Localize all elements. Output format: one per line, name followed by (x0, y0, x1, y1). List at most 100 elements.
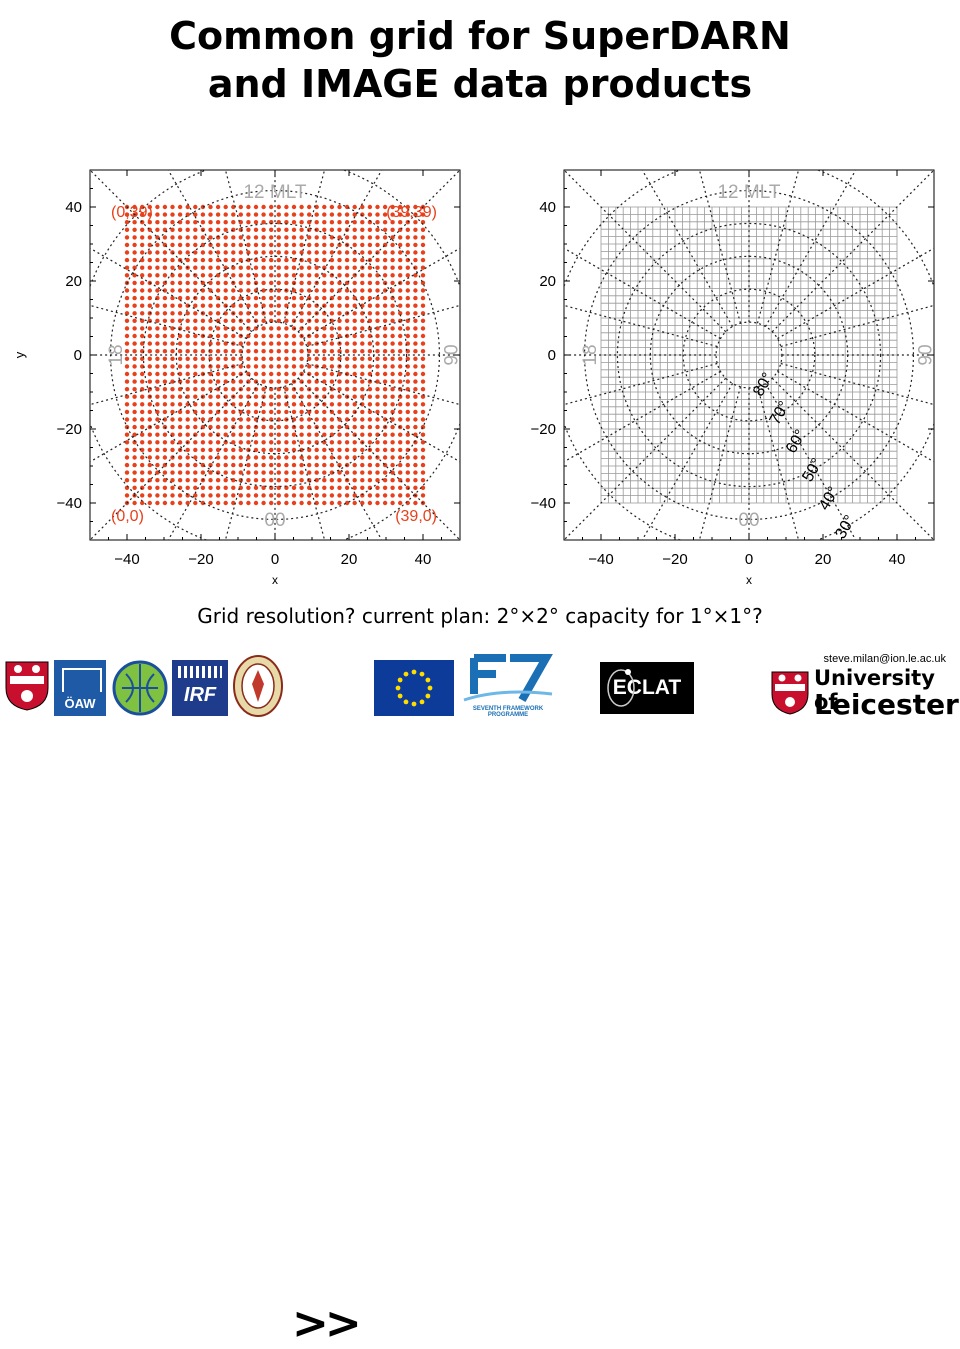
mlt-right-label: 06 (913, 344, 934, 365)
grid-point (140, 250, 145, 255)
grid-point (124, 455, 130, 460)
grid-point (390, 500, 395, 506)
x-tick-label: −20 (662, 551, 687, 568)
grid-point (132, 485, 137, 490)
grid-point (147, 288, 152, 293)
grid-point (269, 265, 274, 270)
grid-point (162, 220, 168, 225)
grid-point (269, 349, 274, 354)
grid-point (314, 462, 319, 468)
grid-point (261, 212, 266, 217)
grid-point (284, 462, 289, 468)
grid-point (223, 478, 228, 483)
grid-point (367, 242, 373, 248)
grid-point (185, 311, 190, 316)
latitude-label: 80° (750, 370, 777, 399)
grid-point (367, 280, 373, 286)
grid-point (413, 326, 418, 331)
grid-point (398, 394, 403, 399)
grid-point (337, 257, 342, 263)
grid-point (299, 462, 304, 468)
left-plot: −40 −20 0 20 40 40 20 0 −20 −40 x y 12 MLT 00 18 06 (0,3… (10, 160, 470, 590)
grid-point (193, 204, 198, 210)
grid-point (132, 424, 137, 430)
y-tick-label: −40 (57, 495, 82, 512)
grid-point (253, 273, 259, 278)
grid-point (215, 379, 221, 384)
grid-point (337, 470, 342, 475)
grid-point (155, 371, 160, 377)
grid-point (344, 387, 350, 392)
mlt-meridian (698, 386, 742, 540)
latitude-circle (241, 321, 309, 389)
grid-point (261, 288, 266, 293)
grid-point (140, 432, 145, 437)
mlt-meridian (641, 383, 734, 540)
grid-point (276, 295, 281, 301)
grid-point (215, 212, 221, 217)
grid-point (299, 432, 304, 437)
grid-point (147, 265, 152, 270)
grid-point (140, 265, 145, 270)
grid-point (177, 478, 183, 483)
grid-point (352, 417, 357, 422)
grid-point (284, 227, 289, 232)
grid-point (223, 462, 228, 468)
grid-point (124, 432, 130, 437)
grid-point (352, 235, 357, 240)
grid-point (314, 470, 319, 475)
grid-point (200, 356, 206, 361)
grid-point (269, 455, 274, 460)
grid-point (382, 478, 388, 483)
grid-point (155, 212, 160, 217)
grid-point (132, 500, 137, 506)
grid-point (420, 387, 426, 392)
grid-point (223, 470, 228, 475)
grid-point (155, 440, 160, 445)
grid-point (238, 440, 243, 445)
grid-point (352, 273, 357, 278)
grid-point (170, 295, 175, 301)
grid-point (177, 371, 183, 377)
mlt-meridian (306, 362, 460, 406)
grid-point (405, 326, 410, 331)
grid-point (276, 341, 281, 346)
grid-point (231, 409, 236, 415)
grid-point (253, 311, 259, 316)
grid-point (155, 273, 160, 278)
grid-point (299, 303, 304, 308)
grid-point (375, 402, 380, 407)
grid-point (155, 424, 160, 430)
grid-point (162, 447, 168, 453)
grid-point (390, 432, 395, 437)
grid-point (360, 462, 365, 468)
grid-point (223, 212, 228, 217)
grid-point (329, 212, 335, 217)
grid-point (185, 356, 190, 361)
grid-point (253, 295, 259, 301)
grid-point (269, 447, 274, 453)
grid-point (238, 394, 243, 399)
grid-point (390, 341, 395, 346)
grid-point (276, 500, 281, 506)
grid-point (162, 356, 168, 361)
grid-point (147, 257, 152, 263)
grid-point (261, 447, 266, 453)
grid-point (337, 485, 342, 490)
grid-point (337, 440, 342, 445)
grid-point (291, 235, 297, 240)
grid-point (162, 394, 168, 399)
grid-point (322, 500, 327, 506)
grid-point (246, 318, 251, 323)
arrows-icon: >> (292, 1298, 362, 1349)
grid-point (337, 326, 342, 331)
grid-point (314, 349, 319, 354)
grid-point (314, 447, 319, 453)
grid-point (307, 250, 312, 255)
grid-point (276, 440, 281, 445)
grid-point (413, 280, 418, 286)
grid-point (208, 478, 213, 483)
grid-point (276, 462, 281, 468)
grid-point (124, 364, 130, 369)
grid-point (299, 273, 304, 278)
